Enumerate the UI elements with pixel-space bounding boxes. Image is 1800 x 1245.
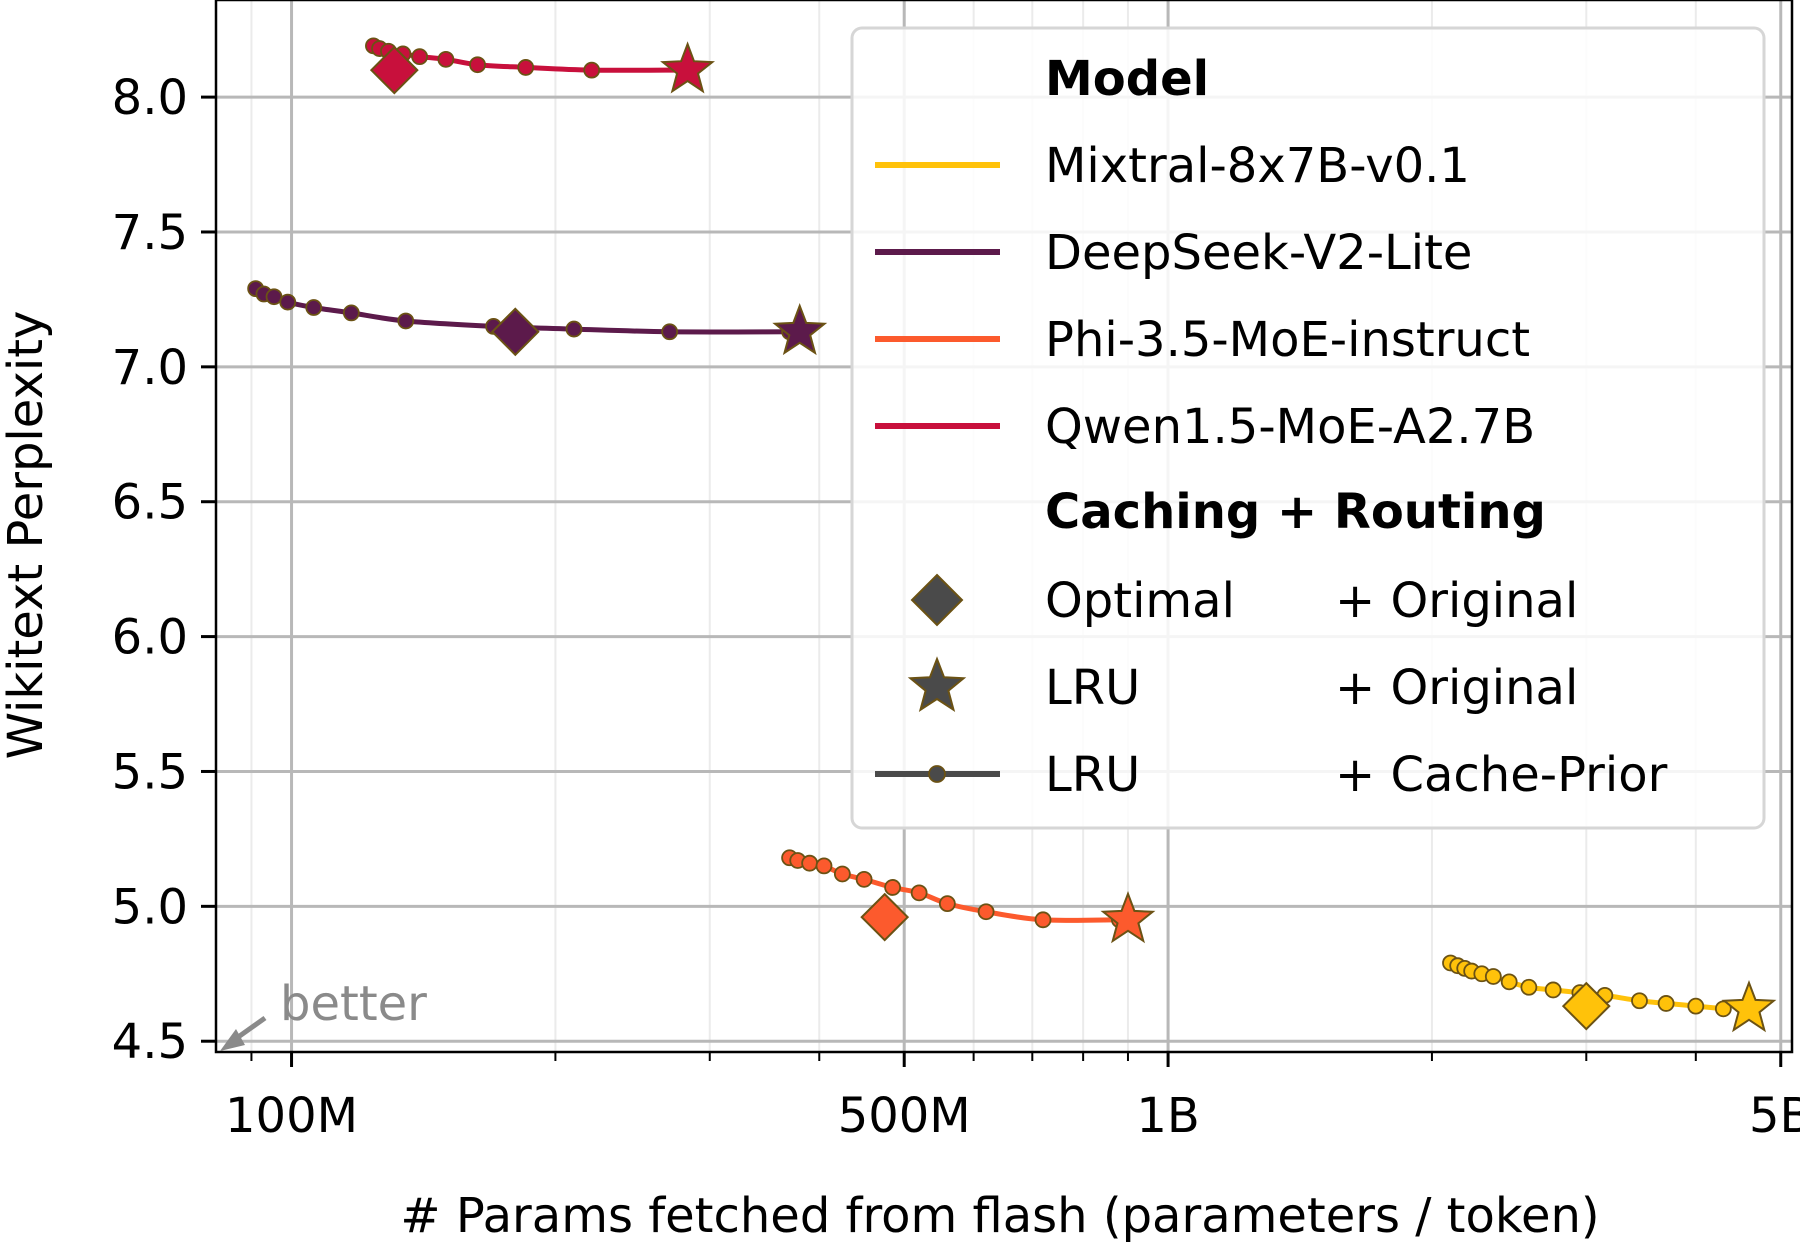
- legend-model-entries: Mixtral-8x7B-v0.1 DeepSeek-V2-Lite Phi-3.5…: [875, 138, 1535, 455]
- x-tick-label: 5B: [1749, 1088, 1800, 1144]
- legend-routing-label: + Cache-Prior: [1335, 747, 1668, 803]
- mixtral-8x7b-v0-1-optimal-diamond: [1561, 981, 1611, 1031]
- mixtral-8x7b-v0-1-cache-prior-point: [1714, 1000, 1732, 1018]
- mixtral-8x7b-v0-1-cache-prior-point: [1631, 992, 1648, 1010]
- ticks: 100M 500M 1B 5B 4.5 5.0 5.5 6.0 6.5 7.0 7.5 8.0: [112, 70, 1800, 1144]
- deepseek-v2-lite-lru-star: [772, 302, 828, 356]
- series-phi-3-5-moe-instruct: [781, 849, 1156, 944]
- y-axis-label: Wikitext Perplexity: [0, 311, 54, 760]
- qwen1-5-moe-a2-7b-cache-prior-point: [583, 61, 601, 79]
- better-arrow-head: [220, 1029, 245, 1051]
- plot-frame: [214, 0, 1794, 1054]
- mixtral-8x7b-v0-1-lru-star: [1721, 979, 1777, 1033]
- deepseek-v2-lite-optimal-diamond: [490, 307, 540, 357]
- mixtral-8x7b-v0-1-cache-prior-point: [1687, 997, 1705, 1015]
- phi-3-5-moe-instruct-optimal-diamond: [860, 892, 910, 942]
- series-deepseek-v2-lite: [247, 280, 828, 357]
- phi-3-5-moe-instruct-cache-prior-point: [1034, 911, 1052, 929]
- qwen1-5-moe-a2-7b-cache-prior-point: [411, 48, 429, 66]
- x-tick-label: 500M: [838, 1088, 971, 1144]
- deepseek-v2-lite-cache-prior-point: [279, 293, 297, 311]
- legend-diamond-icon: [910, 573, 964, 627]
- y-tick-label: 7.0: [112, 340, 188, 396]
- qwen1-5-moe-a2-7b-cache-prior-point: [437, 50, 455, 68]
- y-tick-label: 6.0: [112, 610, 188, 666]
- deepseek-v2-lite-cache-prior-point: [305, 299, 323, 316]
- legend-caching-label: LRU: [1045, 747, 1140, 803]
- legend-method-title: Caching + Routing: [1045, 484, 1546, 540]
- phi-3-5-moe-instruct-cache-prior-point: [938, 895, 956, 913]
- legend-routing-label: + Original: [1335, 660, 1578, 716]
- series-mixtral-8x7b-v0-1: [1442, 954, 1777, 1033]
- phi-3-5-moe-instruct-cache-prior-point: [884, 879, 902, 896]
- legend: Model Mixtral-8x7B-v0.1 DeepSeek-V2-Lite P…: [850, 26, 1766, 830]
- deepseek-v2-lite-cache-prior-point: [342, 304, 360, 322]
- deepseek-v2-lite-cache-prior-point: [265, 288, 283, 306]
- x-tick-label: 100M: [225, 1088, 358, 1144]
- y-tick-label: 5.5: [112, 744, 188, 800]
- legend-label-mixtral-8x7b-v0-1: Mixtral-8x7B-v0.1: [1045, 138, 1470, 194]
- legend-label-qwen1-5-moe-a2-7b: Qwen1.5-MoE-A2.7B: [1045, 399, 1535, 455]
- series-qwen1-5-moe-a2-7b: [365, 37, 715, 95]
- y-tick-label: 7.5: [112, 205, 188, 261]
- qwen1-5-moe-a2-7b-lru-star: [660, 41, 715, 94]
- better-annotation: better: [220, 976, 427, 1051]
- legend-label-deepseek-v2-lite: DeepSeek-V2-Lite: [1045, 225, 1472, 281]
- qwen1-5-moe-a2-7b-cache-prior-point: [517, 59, 535, 76]
- legend-method-entries: Optimal + Original LRU + Original LRU + Cache…: [875, 573, 1668, 803]
- phi-3-5-moe-instruct-cache-prior-point: [833, 865, 851, 883]
- y-tick-label: 5.0: [112, 879, 188, 935]
- mixtral-8x7b-v0-1-cache-prior-point: [1500, 973, 1518, 991]
- legend-star-icon: [907, 656, 967, 712]
- legend-label-phi-3-5-moe-instruct: Phi-3.5-MoE-instruct: [1045, 312, 1530, 368]
- x-tick-label: 1B: [1136, 1088, 1199, 1144]
- y-tick-label: 8.0: [112, 70, 188, 126]
- phi-3-5-moe-instruct-cache-prior-point: [855, 870, 873, 888]
- mixtral-8x7b-v0-1-cache-prior-point: [1484, 968, 1502, 985]
- legend-model-title: Model: [1045, 51, 1209, 107]
- y-tick-label: 6.5: [112, 475, 188, 531]
- y-tick-label: 4.5: [112, 1014, 188, 1070]
- deepseek-v2-lite-cache-prior-point: [565, 320, 583, 338]
- deepseek-v2-lite-cache-prior-point: [661, 323, 679, 341]
- legend-box: [850, 26, 1766, 830]
- phi-3-5-moe-instruct-cache-prior-point: [910, 884, 928, 902]
- legend-routing-label: + Original: [1335, 573, 1578, 629]
- phi-3-5-moe-instruct-cache-prior-point: [977, 903, 995, 921]
- mixtral-8x7b-v0-1-cache-prior-point: [1544, 981, 1562, 999]
- qwen1-5-moe-a2-7b-optimal-diamond: [369, 45, 419, 95]
- phi-3-5-moe-instruct-lru-star: [1100, 890, 1156, 944]
- deepseek-v2-lite-cache-prior-point: [397, 312, 415, 330]
- legend-caching-label: LRU: [1045, 660, 1140, 716]
- mixtral-8x7b-v0-1-cache-prior-point: [1520, 978, 1538, 996]
- phi-3-5-moe-instruct-cache-prior-point: [801, 854, 819, 872]
- mixtral-8x7b-v0-1-cache-prior-point: [1657, 995, 1675, 1012]
- phi-3-5-moe-instruct-cache-prior-point: [815, 857, 833, 875]
- x-axis-label: # Params fetched from flash (parameters …: [400, 1188, 1599, 1244]
- better-label: better: [280, 976, 427, 1032]
- series-layer: [247, 37, 1777, 1033]
- qwen1-5-moe-a2-7b-cache-prior-point: [469, 56, 486, 74]
- legend-caching-label: Optimal: [1045, 573, 1235, 629]
- legend-dot-icon: [928, 765, 946, 783]
